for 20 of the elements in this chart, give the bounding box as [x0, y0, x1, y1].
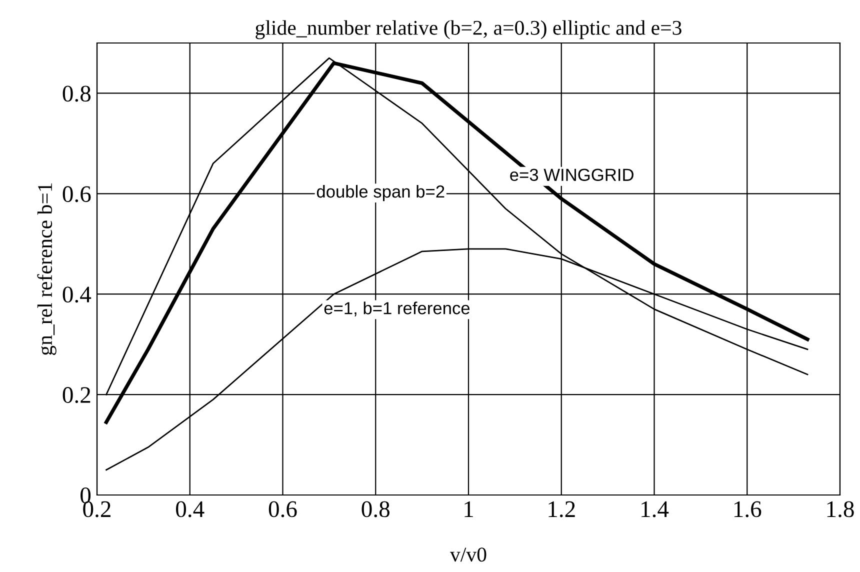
x-axis-title: v/v0: [450, 548, 486, 562]
x-tick-label: 0.2: [83, 501, 110, 518]
x-tick-label: 0.6: [268, 501, 297, 518]
x-tick-label: 1.6: [734, 501, 762, 518]
y-tick-label: 0.8: [62, 86, 91, 102]
y-tick-label: 0.2: [62, 387, 90, 404]
x-tick-label: 1.8: [827, 501, 854, 518]
y-axis-title: gn_rel reference b=1: [37, 183, 56, 355]
x-tick-label: 1.2: [548, 501, 575, 518]
y-tick-label: 0.4: [62, 286, 92, 303]
y-tick-label: 0.6: [62, 186, 91, 202]
x-tick-label: 0.8: [362, 501, 390, 518]
x-tick-label: 1.4: [642, 501, 669, 518]
y-tick-label: 0: [80, 487, 91, 504]
x-tick-label: 1: [464, 501, 473, 517]
series-label: double span b=2: [316, 184, 444, 202]
series-label: e=3 WINGGRID: [510, 168, 634, 181]
x-tick-label: 0.4: [176, 501, 204, 518]
chart-title: glide_number relative (b=2, a=0.3) elliptic and e=3: [256, 20, 682, 40]
series-label: e=1, b=1 reference: [324, 302, 470, 316]
